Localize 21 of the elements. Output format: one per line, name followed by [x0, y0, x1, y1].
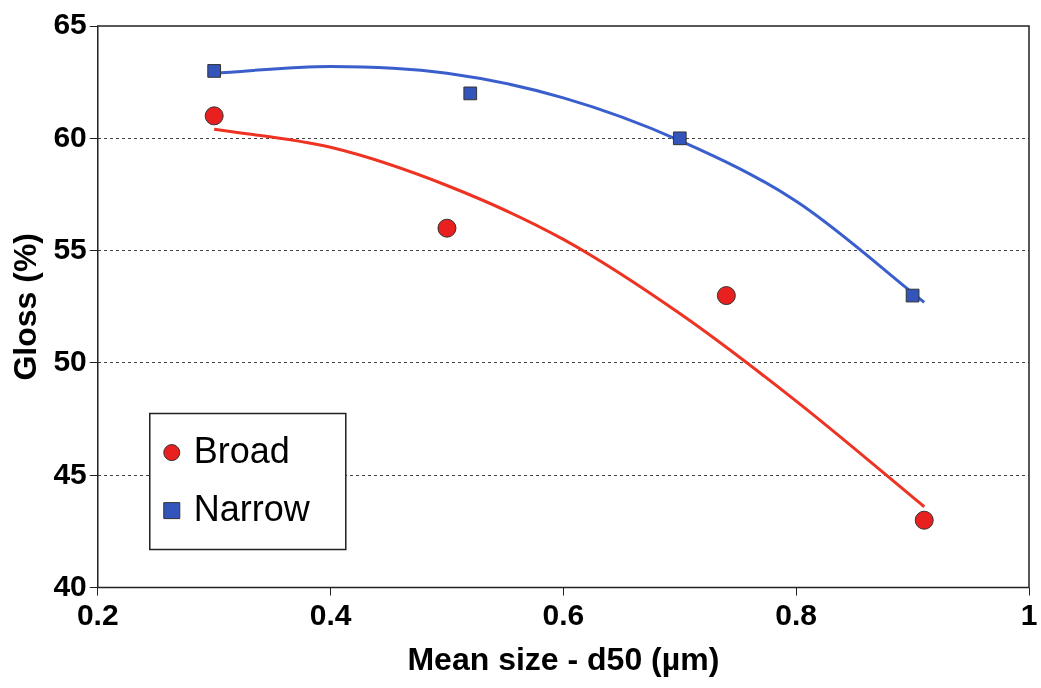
point	[914, 510, 934, 530]
y-tick-label: 50	[53, 344, 87, 378]
point	[905, 288, 920, 303]
y-tick-label: 65	[53, 7, 87, 41]
point	[463, 86, 478, 101]
x-tick-label: 1	[1020, 597, 1038, 631]
point	[204, 106, 224, 126]
x-tick-label: 0.6	[542, 597, 585, 631]
point	[672, 131, 687, 146]
y-tick-label: 60	[53, 119, 87, 153]
x-axis-title: Mean size - d50 (µm)	[407, 640, 720, 677]
point	[207, 64, 222, 78]
x-tick-label: 0.4	[309, 597, 352, 631]
y-axis-title: Gloss (%)	[7, 233, 44, 381]
y-tick-label: 45	[53, 456, 87, 490]
legend-label: Broad	[193, 429, 290, 471]
point	[716, 286, 736, 306]
point	[437, 218, 457, 238]
x-tick-label: 0.8	[775, 597, 818, 631]
legend-label: Narrow	[193, 487, 311, 529]
y-tick-label: 55	[53, 231, 87, 265]
